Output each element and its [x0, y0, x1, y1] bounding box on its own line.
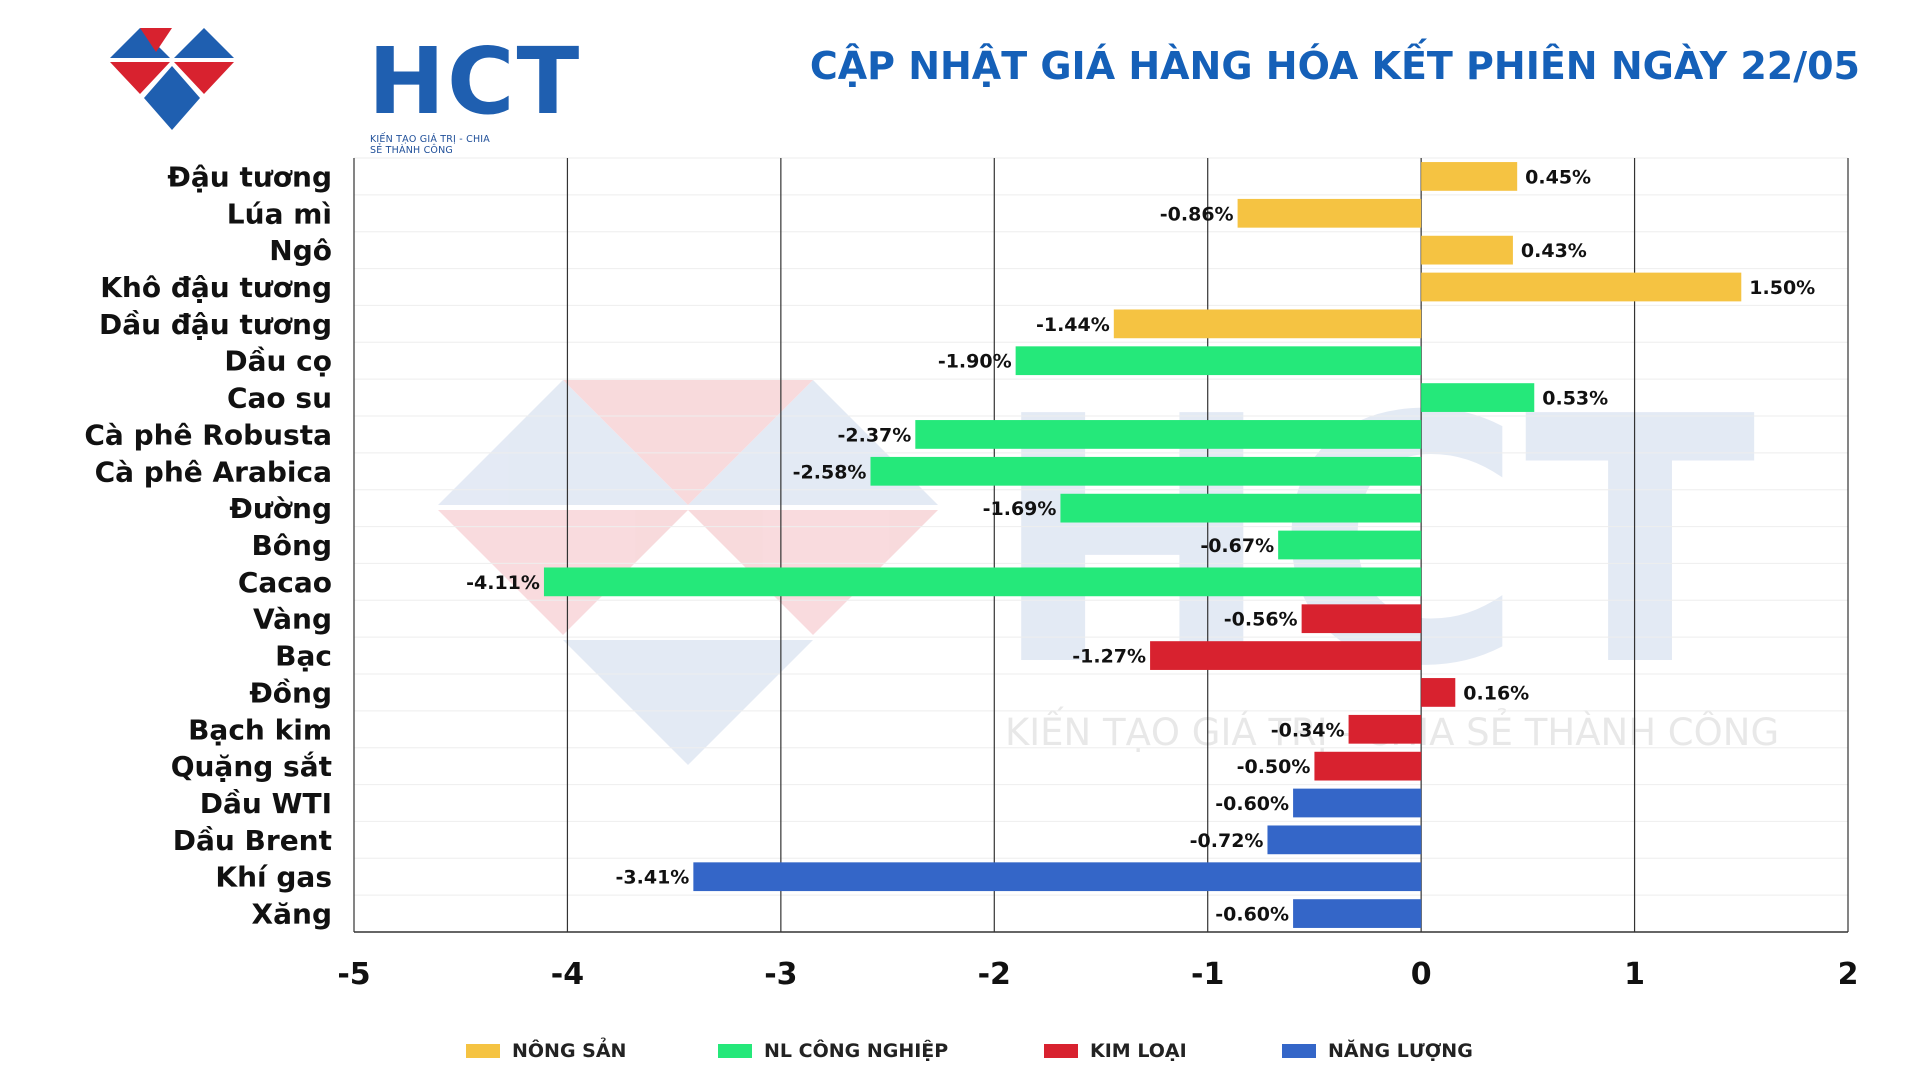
bar-3 — [1421, 272, 1742, 302]
legend-item: NÔNG SẢN — [466, 1040, 626, 1062]
bar-value-label: 0.16% — [1463, 682, 1529, 704]
bar-2 — [1421, 235, 1513, 265]
category-label: Xăng — [252, 898, 332, 931]
legend-swatch — [1044, 1044, 1078, 1058]
x-tick-label: 0 — [1411, 957, 1432, 992]
category-label: Bạch kim — [188, 713, 332, 746]
bar-16 — [1314, 751, 1422, 781]
bar-value-label: -2.37% — [838, 424, 912, 446]
category-label: Dầu Brent — [173, 824, 332, 857]
category-label: Lúa mì — [227, 197, 332, 230]
x-tick-label: 1 — [1624, 957, 1645, 992]
bar-20 — [1293, 899, 1422, 928]
category-label: Ngô — [269, 234, 332, 267]
bar-11 — [543, 567, 1422, 597]
hct-logo: HCT KIẾN TẠO GIÁ TRỊ - CHIA SẺ THÀNH CÔN… — [110, 22, 579, 156]
bar-6 — [1421, 383, 1535, 412]
bar-value-label: -2.58% — [793, 461, 867, 483]
bar-value-label: -4.11% — [466, 572, 540, 594]
bar-value-label: -0.72% — [1190, 830, 1264, 852]
category-label: Dầu đậu tương — [99, 308, 332, 341]
x-tick-label: -3 — [764, 957, 797, 992]
bar-value-label: -1.27% — [1072, 646, 1146, 668]
bar-1 — [1237, 198, 1422, 228]
logo-wordmark: HCT — [368, 28, 582, 135]
bar-19 — [693, 862, 1422, 892]
legend-label: NÔNG SẢN — [512, 1040, 627, 1062]
bar-value-label: -1.69% — [983, 498, 1057, 520]
category-label: Quặng sắt — [171, 750, 332, 783]
legend-item: KIM LOẠI — [1044, 1040, 1187, 1062]
bar-value-label: -1.44% — [1036, 314, 1110, 336]
bar-value-label: -0.60% — [1215, 793, 1289, 815]
category-label: Cà phê Robusta — [84, 418, 332, 451]
x-tick-label: -4 — [551, 957, 584, 992]
legend-item: NĂNG LƯỢNG — [1282, 1040, 1473, 1062]
bar-9 — [1060, 493, 1422, 523]
category-label: Bạc — [275, 640, 332, 673]
page-title: CẬP NHẬT GIÁ HÀNG HÓA KẾT PHIÊN NGÀY 22/… — [809, 44, 1860, 88]
legend-swatch — [1282, 1044, 1316, 1058]
x-tick-label: -5 — [337, 957, 370, 992]
legend-label: NĂNG LƯỢNG — [1328, 1040, 1473, 1062]
legend-item: NL CÔNG NGHIỆP — [718, 1040, 948, 1062]
legend-swatch — [466, 1044, 500, 1058]
bar-value-label: 0.53% — [1542, 388, 1608, 410]
bar-17 — [1293, 788, 1422, 818]
category-label: Vàng — [253, 603, 332, 636]
bar-value-label: -0.60% — [1215, 904, 1289, 926]
category-label: Đồng — [249, 676, 332, 709]
category-label: Cao su — [227, 382, 332, 415]
bar-value-label: -0.86% — [1160, 203, 1234, 225]
x-tick-label: -2 — [978, 957, 1011, 992]
hct-diamond-icon — [110, 28, 234, 130]
bar-value-label: 0.43% — [1521, 240, 1587, 262]
legend-swatch — [718, 1044, 752, 1058]
bar-value-label: -1.90% — [938, 351, 1012, 373]
bar-14 — [1421, 678, 1456, 707]
bar-0 — [1421, 162, 1518, 191]
bar-value-label: -0.34% — [1271, 719, 1345, 741]
bar-value-label: -3.41% — [616, 867, 690, 889]
legend-label: KIM LOẠI — [1090, 1040, 1187, 1062]
bar-4 — [1113, 309, 1422, 339]
bar-10 — [1278, 530, 1422, 560]
x-tick-label: -1 — [1191, 957, 1224, 992]
bar-value-label: 1.50% — [1749, 277, 1815, 299]
bar-value-label: -0.50% — [1237, 756, 1311, 778]
category-label: Bông — [251, 529, 332, 562]
logo-tagline: KIẾN TẠO GIÁ TRỊ - CHIA SẺ THÀNH CÔNG — [370, 134, 490, 156]
bar-12 — [1301, 604, 1422, 634]
bar-18 — [1267, 825, 1422, 855]
category-label: Khô đậu tương — [100, 271, 332, 304]
category-label: Dầu cọ — [224, 345, 332, 378]
bar-value-label: -0.67% — [1200, 535, 1274, 557]
category-label: Cà phê Arabica — [95, 455, 332, 488]
bar-7 — [915, 420, 1422, 449]
category-label: Đường — [229, 492, 332, 525]
bar-value-label: -0.56% — [1224, 609, 1298, 631]
bar-13 — [1150, 641, 1422, 670]
category-label: Khí gas — [215, 861, 332, 894]
bar-15 — [1348, 714, 1422, 744]
x-tick-label: 2 — [1838, 957, 1859, 992]
bar-5 — [1015, 346, 1422, 376]
bar-value-label: 0.45% — [1525, 166, 1591, 188]
category-label: Dầu WTI — [200, 787, 332, 820]
category-label: Đậu tương — [167, 160, 332, 193]
bar-8 — [870, 456, 1422, 486]
category-label: Cacao — [238, 566, 332, 599]
legend-label: NL CÔNG NGHIỆP — [764, 1040, 949, 1062]
